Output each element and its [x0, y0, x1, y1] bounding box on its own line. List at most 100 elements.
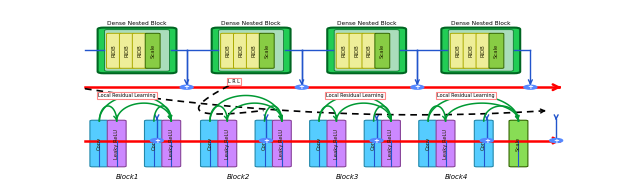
Text: Conv: Conv: [481, 137, 486, 150]
FancyBboxPatch shape: [218, 120, 237, 167]
Text: Scale: Scale: [264, 44, 269, 58]
Text: Conv: Conv: [97, 137, 102, 150]
FancyBboxPatch shape: [221, 33, 236, 68]
FancyBboxPatch shape: [162, 120, 180, 167]
Circle shape: [480, 139, 493, 143]
Text: +: +: [374, 137, 380, 144]
Text: Local Residual Learning: Local Residual Learning: [99, 93, 156, 98]
FancyBboxPatch shape: [200, 120, 220, 167]
FancyBboxPatch shape: [310, 120, 328, 167]
Text: RIDB: RIDB: [239, 44, 243, 57]
FancyBboxPatch shape: [108, 120, 126, 167]
Text: Local Residual Learning: Local Residual Learning: [326, 93, 384, 98]
Text: Leaky ReLU: Leaky ReLU: [225, 129, 230, 159]
Text: RIDB: RIDB: [111, 44, 116, 57]
Text: Dense Nested Block: Dense Nested Block: [337, 21, 396, 26]
Text: Local Residual Learning: Local Residual Learning: [437, 93, 495, 98]
FancyBboxPatch shape: [327, 28, 406, 73]
FancyBboxPatch shape: [336, 33, 351, 68]
FancyBboxPatch shape: [436, 120, 455, 167]
FancyBboxPatch shape: [273, 120, 291, 167]
Text: RIDB: RIDB: [341, 44, 346, 57]
Text: +: +: [263, 137, 269, 144]
Text: Dense Nested Block: Dense Nested Block: [451, 21, 511, 26]
Circle shape: [180, 85, 193, 89]
Text: +: +: [184, 84, 189, 90]
Text: Dense Nested Block: Dense Nested Block: [108, 21, 167, 26]
FancyBboxPatch shape: [145, 120, 163, 167]
FancyBboxPatch shape: [104, 30, 170, 71]
Text: RIDB: RIDB: [455, 44, 460, 57]
Circle shape: [260, 139, 273, 143]
FancyBboxPatch shape: [132, 33, 147, 68]
FancyBboxPatch shape: [364, 120, 383, 167]
Text: Leaky ReLU: Leaky ReLU: [334, 129, 339, 159]
Text: Leaky ReLU: Leaky ReLU: [443, 129, 448, 159]
Text: Leaky ReLU: Leaky ReLU: [114, 129, 119, 159]
Text: +: +: [527, 84, 533, 90]
Text: Block3: Block3: [336, 174, 360, 180]
FancyBboxPatch shape: [120, 33, 134, 68]
Text: RIDB: RIDB: [468, 44, 473, 57]
Text: Scale: Scale: [494, 44, 499, 58]
FancyBboxPatch shape: [451, 33, 465, 68]
Text: Conv: Conv: [262, 137, 267, 150]
Text: Conv: Conv: [207, 137, 212, 150]
FancyBboxPatch shape: [334, 30, 399, 71]
Circle shape: [370, 139, 383, 143]
Text: Leaky ReLU: Leaky ReLU: [169, 129, 174, 159]
Text: +: +: [154, 137, 160, 144]
Circle shape: [295, 85, 308, 89]
FancyBboxPatch shape: [381, 120, 401, 167]
FancyBboxPatch shape: [145, 33, 160, 68]
FancyBboxPatch shape: [419, 120, 438, 167]
Text: Leaky ReLU: Leaky ReLU: [388, 129, 394, 159]
Text: RIDB: RIDB: [481, 44, 486, 57]
Text: +: +: [484, 137, 490, 144]
FancyBboxPatch shape: [106, 33, 122, 68]
Text: Scale: Scale: [150, 44, 155, 58]
Text: Block1: Block1: [115, 174, 139, 180]
Text: Block2: Block2: [227, 174, 250, 180]
Text: Conv: Conv: [426, 137, 431, 150]
FancyBboxPatch shape: [489, 33, 504, 68]
Text: +: +: [414, 84, 420, 90]
Text: +: +: [553, 137, 559, 144]
Text: +: +: [299, 84, 305, 90]
Text: Block4: Block4: [445, 174, 468, 180]
FancyBboxPatch shape: [375, 33, 390, 68]
Text: RIDB: RIDB: [124, 44, 129, 57]
Text: Conv: Conv: [152, 137, 156, 150]
Text: Conv: Conv: [371, 137, 376, 150]
FancyBboxPatch shape: [474, 120, 493, 167]
Text: RIDB: RIDB: [252, 44, 257, 57]
FancyBboxPatch shape: [448, 30, 513, 71]
Text: L R L: L R L: [228, 79, 240, 84]
FancyBboxPatch shape: [327, 120, 346, 167]
FancyBboxPatch shape: [234, 33, 248, 68]
FancyBboxPatch shape: [255, 120, 274, 167]
FancyBboxPatch shape: [362, 33, 377, 68]
Circle shape: [550, 139, 563, 143]
FancyBboxPatch shape: [212, 28, 291, 73]
FancyBboxPatch shape: [349, 33, 364, 68]
FancyBboxPatch shape: [90, 120, 109, 167]
FancyBboxPatch shape: [98, 28, 177, 73]
FancyBboxPatch shape: [509, 120, 528, 167]
Circle shape: [524, 85, 537, 89]
FancyBboxPatch shape: [259, 33, 274, 68]
Circle shape: [150, 139, 163, 143]
Text: Leaky ReLU: Leaky ReLU: [280, 129, 284, 159]
FancyBboxPatch shape: [476, 33, 491, 68]
Text: RIDB: RIDB: [367, 44, 372, 57]
Text: RIDB: RIDB: [354, 44, 359, 57]
Text: Conv: Conv: [317, 137, 321, 150]
FancyBboxPatch shape: [246, 33, 261, 68]
Circle shape: [411, 85, 424, 89]
Text: Dense Nested Block: Dense Nested Block: [221, 21, 281, 26]
FancyBboxPatch shape: [442, 28, 520, 73]
Text: Scale: Scale: [380, 44, 385, 58]
FancyBboxPatch shape: [219, 30, 284, 71]
Text: RIDB: RIDB: [137, 44, 142, 57]
Text: Scale: Scale: [516, 136, 521, 151]
